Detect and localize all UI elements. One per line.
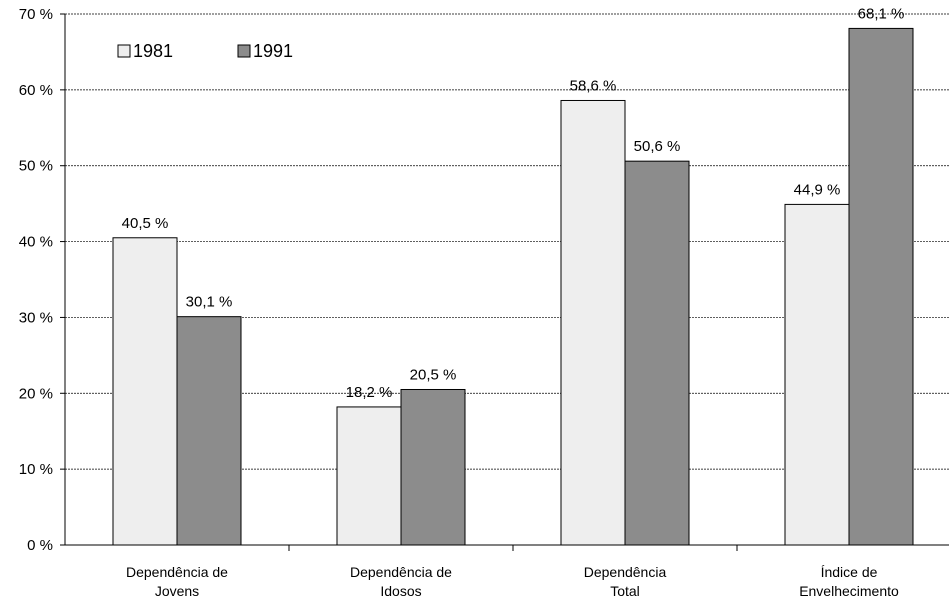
- bar: [624, 160, 690, 546]
- y-tick-label: 70 %: [19, 6, 53, 23]
- legend-label: 1981: [133, 41, 173, 61]
- bar: [400, 388, 466, 546]
- y-tick-label: 10 %: [19, 461, 53, 478]
- y-tick-label: 20 %: [19, 385, 53, 402]
- y-tick-label: 40 %: [19, 234, 53, 251]
- x-tick-label: Dependência Total: [583, 564, 667, 599]
- x-tick-label: Dependência de Idosos: [350, 564, 452, 599]
- bar: [560, 99, 626, 546]
- x-tick-label: Índice de Envelhecimento: [799, 564, 899, 599]
- legend-swatch: [237, 44, 251, 58]
- legend-swatch: [117, 44, 131, 58]
- bar: [176, 316, 242, 546]
- bar: [336, 406, 402, 546]
- y-tick-label: 0 %: [27, 537, 53, 554]
- y-tick-label: 60 %: [19, 82, 53, 99]
- y-tick-label: 30 %: [19, 309, 53, 326]
- data-label: 50,6 %: [634, 138, 681, 155]
- data-label: 44,9 %: [794, 181, 841, 198]
- data-label: 68,1 %: [858, 5, 905, 22]
- data-label: 18,2 %: [346, 384, 393, 401]
- data-label: 30,1 %: [186, 294, 233, 311]
- bar: [784, 203, 850, 546]
- bar: [848, 27, 914, 546]
- data-label: 40,5 %: [122, 215, 169, 232]
- data-label: 20,5 %: [410, 366, 457, 383]
- bar: [112, 237, 178, 546]
- y-tick-label: 50 %: [19, 158, 53, 175]
- x-tick-label: Dependência de Jovens: [126, 564, 228, 599]
- legend-label: 1991: [253, 41, 293, 61]
- data-label: 58,6 %: [570, 77, 617, 94]
